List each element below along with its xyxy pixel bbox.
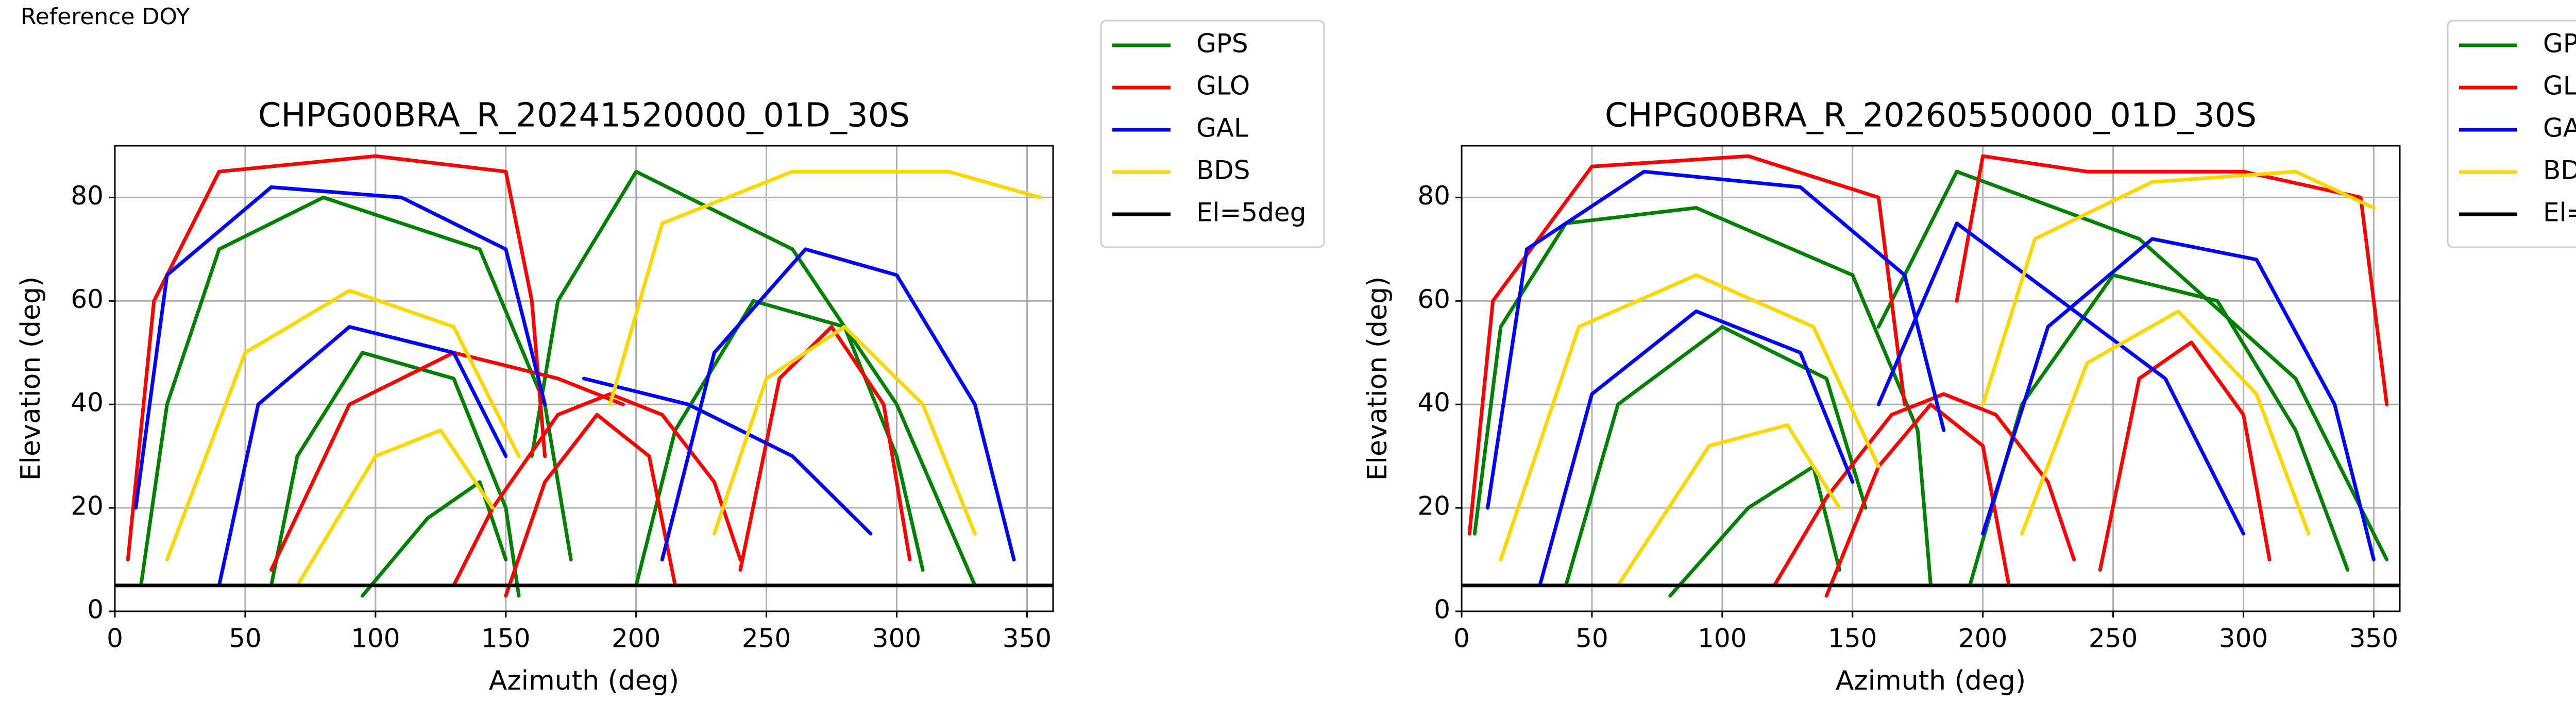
y-tick-label: 20: [1417, 491, 1450, 521]
x-tick-label: 250: [742, 624, 791, 654]
legend-label: BDS: [2543, 156, 2576, 185]
legend-label: GPS: [1196, 29, 1248, 59]
x-tick-label: 200: [1958, 624, 2007, 654]
y-axis-label: Elevation (deg): [15, 277, 46, 481]
y-tick-label: 20: [71, 491, 104, 521]
x-tick-label: 250: [2089, 624, 2138, 654]
x-tick-label: 300: [2219, 624, 2268, 654]
chart-title: CHPG00BRA_R_20260550000_01D_30S: [1605, 97, 2257, 135]
x-tick-label: 0: [107, 624, 123, 654]
x-tick-label: 100: [351, 624, 400, 654]
legend-label: El=5deg: [2543, 198, 2576, 228]
y-tick-label: 60: [1417, 284, 1450, 314]
x-tick-label: 350: [1003, 624, 1052, 654]
x-tick-label: 150: [481, 624, 530, 654]
y-tick-label: 80: [1417, 181, 1450, 211]
y-axis-label: Elevation (deg): [1362, 277, 1393, 481]
x-tick-label: 300: [872, 624, 921, 654]
legend-label: GLO: [2543, 71, 2576, 101]
axes-frame: [1461, 145, 2401, 612]
legend-label: El=5deg: [1196, 198, 1306, 228]
legend-label: GPS: [2543, 29, 2576, 59]
y-tick-label: 60: [71, 284, 104, 314]
legend-label: GAL: [2543, 113, 2576, 143]
series-line: [139, 169, 977, 598]
series-line: [1486, 169, 2376, 588]
y-tick-label: 40: [1417, 388, 1450, 418]
x-tick-label: 150: [1828, 624, 1877, 654]
y-tick-label: 80: [71, 181, 104, 211]
x-tick-label: 350: [2349, 624, 2398, 654]
legend-label: BDS: [1196, 156, 1250, 185]
legend-box: [2447, 20, 2576, 248]
axes-frame: [114, 145, 1054, 612]
x-tick-label: 0: [1453, 624, 1470, 654]
x-tick-label: 50: [229, 624, 262, 654]
series-line: [1472, 169, 2389, 598]
series-line: [134, 185, 1016, 588]
figure-label: Reference DOY: [21, 4, 190, 30]
x-axis-label: Azimuth (deg): [489, 665, 679, 696]
series-line: [1499, 169, 2376, 588]
y-tick-label: 40: [71, 388, 104, 418]
x-tick-label: 100: [1698, 624, 1747, 654]
y-tick-label: 0: [1434, 595, 1450, 625]
series-line: [1467, 154, 2389, 598]
x-tick-label: 50: [1575, 624, 1608, 654]
legend-box: [1100, 20, 1325, 248]
legend-label: GAL: [1196, 113, 1248, 143]
series-line: [165, 169, 1042, 588]
y-tick-label: 0: [87, 595, 104, 625]
chart-title: CHPG00BRA_R_20241520000_01D_30S: [258, 97, 910, 135]
x-tick-label: 200: [612, 624, 660, 654]
legend-label: GLO: [1196, 71, 1250, 101]
series-line: [126, 154, 912, 598]
x-axis-label: Azimuth (deg): [1836, 665, 2026, 696]
